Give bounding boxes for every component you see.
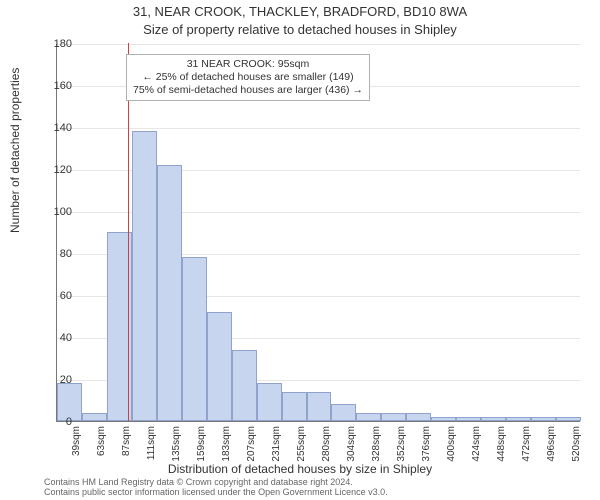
histogram-bar [132, 131, 157, 421]
y-tick-label: 0 [44, 416, 72, 428]
y-tick-label: 60 [44, 290, 72, 302]
histogram-bar [307, 392, 332, 421]
annotation-box: 31 NEAR CROOK: 95sqm← 25% of detached ho… [126, 54, 370, 101]
histogram-bar [282, 392, 307, 421]
histogram-bar [82, 413, 107, 421]
histogram-bar [157, 165, 182, 421]
histogram-bar [556, 417, 581, 421]
x-tick-label: 376sqm [421, 426, 432, 462]
x-tick-label: 352sqm [396, 426, 407, 462]
y-axis-label: Number of detached properties [8, 68, 22, 233]
histogram-bar [406, 413, 431, 421]
histogram-bar [356, 413, 381, 421]
gridline [57, 44, 580, 45]
x-axis-label: Distribution of detached houses by size … [0, 462, 600, 476]
y-tick-label: 140 [44, 122, 72, 134]
y-tick-label: 180 [44, 38, 72, 50]
x-tick-label: 207sqm [246, 426, 257, 462]
title-line2: Size of property relative to detached ho… [0, 22, 600, 37]
histogram-bar [331, 404, 356, 421]
x-tick-label: 39sqm [71, 426, 82, 456]
y-tick-label: 40 [44, 332, 72, 344]
histogram-bar [531, 417, 556, 421]
footer-line2: Contains public sector information licen… [44, 488, 388, 498]
histogram-bar [232, 350, 257, 421]
x-tick-label: 159sqm [196, 426, 207, 462]
x-tick-label: 255sqm [296, 426, 307, 462]
x-tick-label: 496sqm [546, 426, 557, 462]
title-line1: 31, NEAR CROOK, THACKLEY, BRADFORD, BD10… [0, 4, 600, 19]
annotation-line: ← 25% of detached houses are smaller (14… [133, 71, 363, 84]
x-tick-label: 424sqm [471, 426, 482, 462]
x-tick-label: 231sqm [271, 426, 282, 462]
histogram-bar [207, 312, 232, 421]
annotation-line: 75% of semi-detached houses are larger (… [133, 84, 363, 97]
x-tick-label: 280sqm [321, 426, 332, 462]
histogram-bar [481, 417, 506, 421]
y-tick-label: 160 [44, 80, 72, 92]
y-tick-label: 20 [44, 374, 72, 386]
histogram-bar [182, 257, 207, 421]
x-tick-label: 183sqm [221, 426, 232, 462]
histogram-bar [381, 413, 406, 421]
x-tick-label: 87sqm [121, 426, 132, 456]
x-tick-label: 135sqm [171, 426, 182, 462]
x-tick-label: 111sqm [146, 426, 157, 460]
histogram-bar [456, 417, 481, 421]
annotation-line: 31 NEAR CROOK: 95sqm [133, 58, 363, 71]
x-tick-label: 400sqm [446, 426, 457, 462]
histogram-bar [506, 417, 531, 421]
x-tick-label: 472sqm [521, 426, 532, 462]
x-tick-label: 448sqm [496, 426, 507, 462]
gridline [57, 128, 580, 129]
footer-attribution: Contains HM Land Registry data © Crown c… [44, 478, 388, 498]
x-tick-label: 520sqm [571, 426, 582, 462]
y-tick-label: 120 [44, 164, 72, 176]
histogram-bar [257, 383, 282, 421]
histogram-bar [431, 417, 456, 421]
x-tick-label: 304sqm [346, 426, 357, 462]
y-tick-label: 80 [44, 248, 72, 260]
chart-container: 31, NEAR CROOK, THACKLEY, BRADFORD, BD10… [0, 0, 600, 500]
x-tick-label: 63sqm [96, 426, 107, 456]
x-tick-label: 328sqm [371, 426, 382, 462]
y-tick-label: 100 [44, 206, 72, 218]
